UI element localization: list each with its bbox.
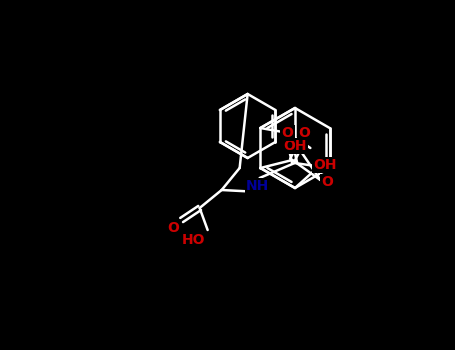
Text: HO: HO (182, 233, 205, 247)
Text: OH: OH (283, 139, 307, 153)
Text: O: O (321, 175, 334, 189)
Text: O: O (282, 126, 293, 140)
Text: O: O (298, 126, 310, 140)
Text: NH: NH (246, 179, 269, 193)
Text: OH: OH (313, 158, 337, 172)
Text: O: O (168, 221, 180, 235)
